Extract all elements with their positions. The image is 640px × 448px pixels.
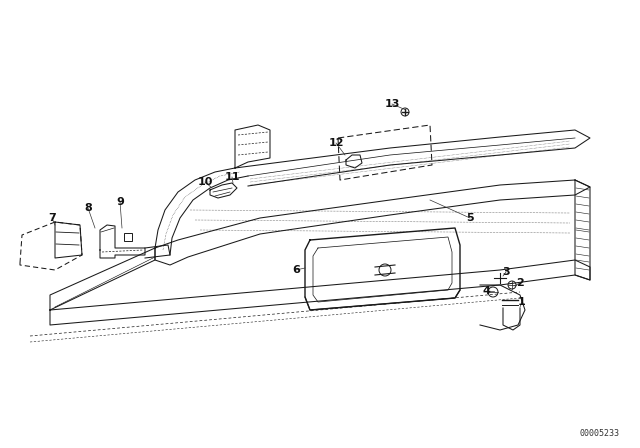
Text: 10: 10 xyxy=(197,177,212,187)
Text: 4: 4 xyxy=(482,286,490,296)
Text: 13: 13 xyxy=(384,99,400,109)
Text: 8: 8 xyxy=(84,203,92,213)
Text: 11: 11 xyxy=(224,172,240,182)
FancyBboxPatch shape xyxy=(124,233,132,241)
Text: 9: 9 xyxy=(116,197,124,207)
Text: 2: 2 xyxy=(516,278,524,288)
Text: 12: 12 xyxy=(328,138,344,148)
Text: 6: 6 xyxy=(292,265,300,275)
Text: 5: 5 xyxy=(466,213,474,223)
Text: 00005233: 00005233 xyxy=(580,429,620,438)
Text: 3: 3 xyxy=(502,267,510,277)
Text: 1: 1 xyxy=(518,297,526,307)
Text: 7: 7 xyxy=(48,213,56,223)
